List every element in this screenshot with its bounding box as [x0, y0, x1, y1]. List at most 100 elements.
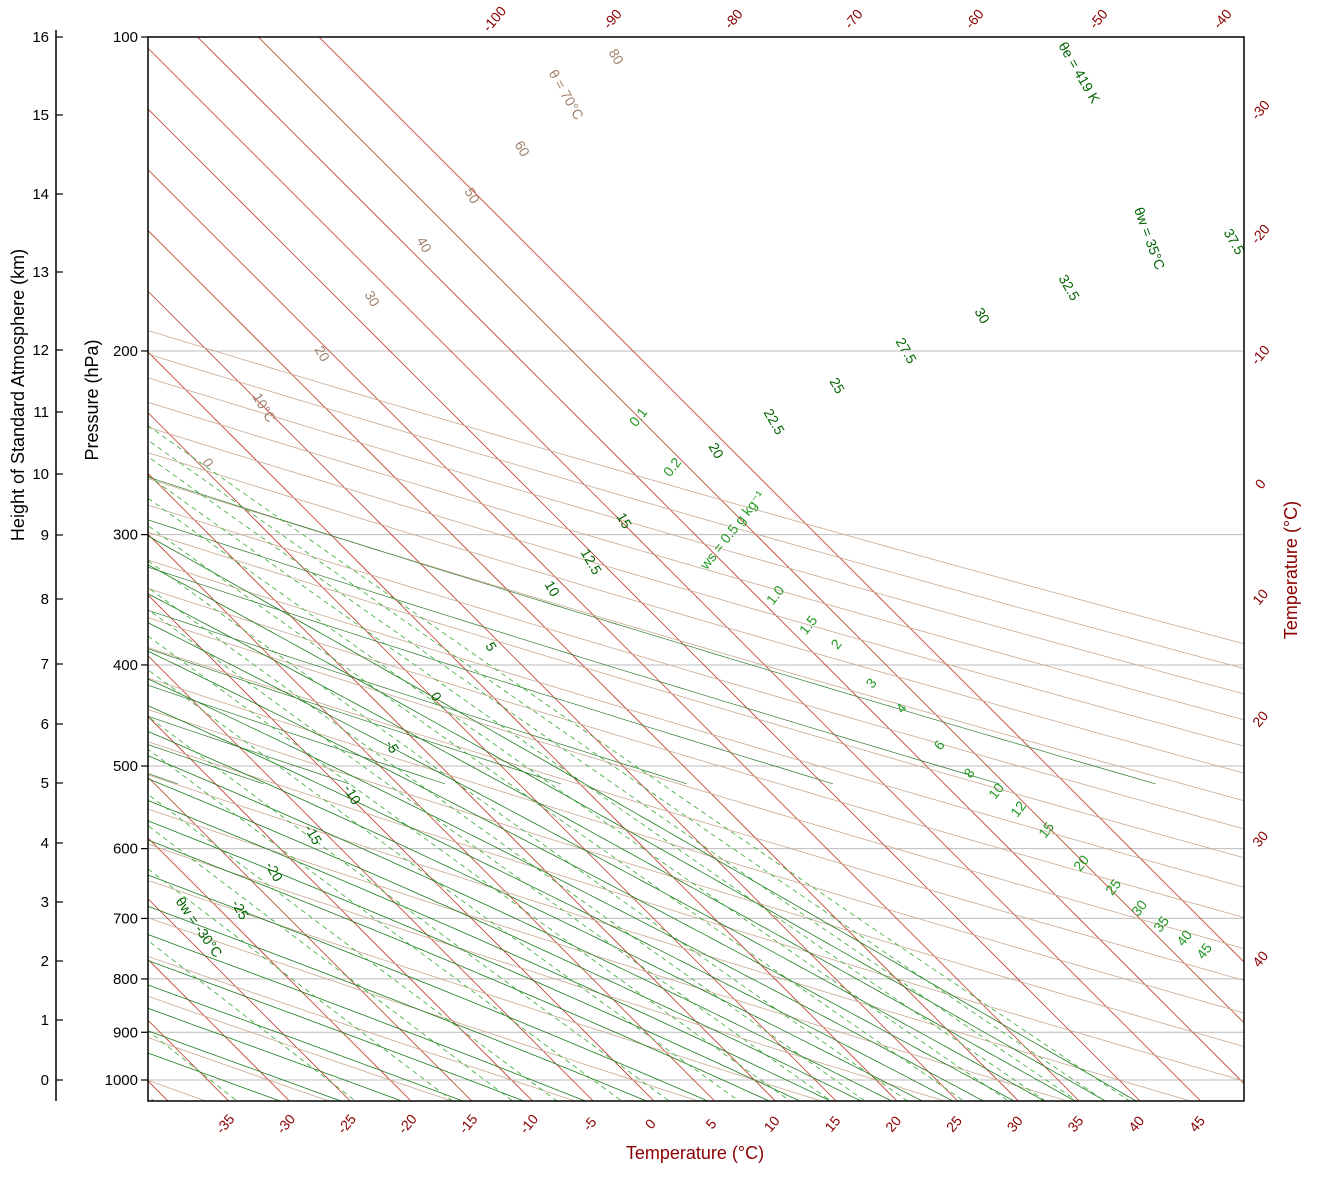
theta-w-label: 0 [427, 689, 445, 704]
bottom-temperature-tick-label: 40 [1125, 1113, 1147, 1135]
bottom-temperature-tick-label: -35 [212, 1111, 237, 1137]
isotherm-line [148, 351, 898, 1101]
height-tick-label: 8 [41, 591, 49, 608]
dry-adiabat-line [148, 741, 1244, 1082]
right-temperature-tick-label: 10 [1249, 586, 1271, 608]
dry-adiabat-label: 80 [606, 46, 628, 68]
pressure-tick-label: 200 [113, 343, 138, 360]
mixing-ratio-line [148, 825, 514, 1101]
dry-adiabat-line [148, 677, 1244, 1014]
mixing-ratio-line [148, 1095, 155, 1101]
mixing-ratio-label: 3 [862, 675, 880, 691]
height-tick-label: 7 [41, 656, 49, 673]
isotherm-line [148, 837, 412, 1101]
theta-e-top-label: θe = 419 K [1055, 39, 1103, 107]
bottom-temperature-tick-label: -20 [395, 1111, 420, 1137]
theta-w-label: -20 [262, 859, 286, 885]
saturated-adiabat-line [148, 934, 587, 1101]
dry-adiabat-line [148, 401, 1244, 721]
mixing-ratio-label: 15 [1035, 819, 1057, 841]
theta-w-label: 15 [614, 510, 636, 532]
height-tick-label: 4 [41, 835, 49, 852]
top-temperature-tick-label: -100 [479, 3, 509, 35]
theta-w-label: 30 [972, 305, 994, 327]
dry-adiabat-line [148, 1079, 208, 1101]
dry-adiabat-line [148, 617, 1244, 949]
mixing-ratio-label: 30 [1128, 897, 1150, 919]
temperature-bottom-title: Temperature (°C) [626, 1143, 764, 1163]
top-temperature-tick-label: -70 [841, 6, 866, 32]
pressure-tick-label: 400 [113, 657, 138, 674]
isotherm-line [196, 37, 1244, 1085]
height-tick-label: 11 [33, 404, 49, 421]
saturated-adiabat-line [148, 622, 1046, 1101]
equivalent-potential-temperature-line [148, 519, 1000, 785]
dry-adiabat-line [148, 808, 1070, 1101]
mixing-ratio-label: 2 [827, 636, 845, 652]
pressure-tick-label: 100 [113, 29, 138, 46]
dry-adiabat-line [148, 774, 1193, 1101]
isotherm-line [148, 169, 1080, 1101]
right-temperature-tick-label: 40 [1249, 948, 1271, 970]
pressure-tick-label: 700 [113, 910, 138, 927]
top-temperature-tick-label: -40 [1210, 6, 1235, 32]
height-tick-label: 15 [32, 107, 49, 124]
mixing-ratio-line [148, 587, 866, 1101]
saturated-adiabat-line [148, 874, 709, 1101]
pressure-tick-label: 600 [113, 841, 138, 858]
mixing-ratio-label: 25 [1102, 876, 1124, 898]
pressure-tick-label: 500 [113, 758, 138, 775]
saturated-adiabat-line [148, 535, 1137, 1101]
dry-adiabat-line [148, 452, 1244, 774]
bottom-temperature-tick-label: -5 [579, 1114, 599, 1134]
bottom-temperature-tick-label: 45 [1186, 1113, 1208, 1135]
top-temperature-tick-label: -60 [962, 6, 987, 32]
pressure-tick-label: 800 [113, 971, 138, 988]
saturated-adiabat-line [148, 778, 862, 1101]
isotherm-line [318, 37, 1244, 963]
mixing-ratio-line [148, 525, 965, 1101]
diagram-lines [0, 0, 1244, 1106]
dry-adiabat-line [148, 426, 1244, 747]
isotherm-line [0, 0, 52, 1106]
height-tick-label: 14 [32, 186, 49, 203]
height-tick-label: 6 [41, 716, 49, 733]
bottom-temperature-tick-label: 5 [702, 1116, 719, 1132]
bottom-temperature-tick-label: -30 [273, 1111, 298, 1137]
mixing-ratio-line [148, 940, 357, 1101]
right-temperature-tick-label: 30 [1249, 828, 1271, 850]
height-tick-label: 3 [41, 894, 49, 911]
saturated-adiabat-line [148, 1007, 403, 1101]
isotherm-line [148, 108, 1141, 1101]
bottom-temperature-tick-label: 0 [642, 1116, 659, 1132]
mixing-ratio-label: 0.2 [660, 454, 685, 479]
dry-adiabat-line [148, 531, 1244, 859]
mixing-ratio-line [148, 1030, 238, 1101]
isotherm-line [148, 472, 777, 1101]
pressure-tick-label: 300 [113, 527, 138, 544]
theta-w-label: 12.5 [578, 546, 606, 578]
height-tick-label: 12 [32, 342, 49, 359]
equivalent-potential-temperature-line [148, 609, 687, 785]
theta-w-label: 10 [542, 578, 564, 600]
top-temperature-tick-label: -90 [600, 6, 625, 32]
isotherm-line [257, 37, 1244, 1024]
saturated-adiabat-line [148, 705, 954, 1101]
saturated-adiabat-line [148, 755, 893, 1101]
equivalent-potential-temperature-line [148, 566, 834, 785]
saturated-adiabat-line [148, 564, 1107, 1101]
saturated-adiabat-line [148, 960, 525, 1101]
mixing-ratio-first-label: ws = 0.5 g kg⁻¹ [696, 487, 768, 573]
dry-adiabat-label: 10°C [250, 390, 279, 425]
top-temperature-tick-label: -50 [1086, 6, 1111, 32]
equivalent-potential-temperature-line [148, 715, 350, 785]
dry-adiabat-label: 40 [414, 234, 436, 256]
isotherm-line [148, 655, 594, 1101]
bottom-temperature-tick-label: -25 [334, 1111, 359, 1137]
dry-adiabat-top-label: θ = 70°C [546, 67, 587, 123]
dry-adiabat-line [148, 588, 1244, 918]
height-tick-label: 13 [32, 264, 49, 281]
dry-adiabat-line [148, 879, 823, 1101]
height-tick-label: 9 [41, 527, 49, 544]
